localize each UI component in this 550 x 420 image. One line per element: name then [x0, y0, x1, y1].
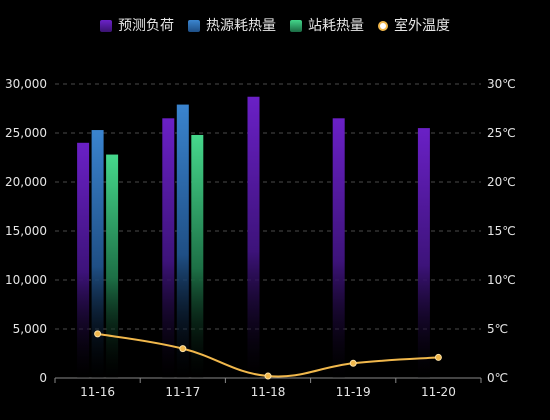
bar-station-heat [191, 134, 204, 378]
y-left-tick-label: 25,000 [5, 126, 47, 140]
legend-item-heat-source[interactable]: 热源耗热量 [188, 16, 276, 36]
y-right-tick-label: 15℃ [487, 224, 516, 238]
bar-predicted-load [332, 118, 345, 379]
temperature-point [434, 353, 442, 361]
y-left-tick-label: 20,000 [5, 175, 47, 189]
y-right-tick-label: 5℃ [487, 322, 508, 336]
legend-marker-outdoor-temp [378, 21, 388, 31]
grid [55, 83, 481, 330]
legend: 预测负荷 热源耗热量 站耗热量 室外温度 [0, 16, 550, 36]
y-right-tick-label: 25℃ [487, 126, 516, 140]
bar-heat-source [176, 104, 189, 378]
legend-label: 预测负荷 [118, 18, 174, 34]
y-right-tick-label: 20℃ [487, 175, 516, 189]
y-left-tick-label: 10,000 [5, 273, 47, 287]
x-tick-label: 11-19 [336, 385, 371, 399]
temperature-line-path [97, 332, 439, 378]
y-right-tick-label: 0℃ [487, 371, 508, 385]
bar-heat-source [91, 130, 104, 378]
legend-item-predicted-load[interactable]: 预测负荷 [100, 16, 174, 36]
y-right-tick-label: 10℃ [487, 273, 516, 287]
temperature-point [94, 330, 102, 338]
legend-item-station-heat[interactable]: 站耗热量 [290, 16, 364, 36]
temperature-point [179, 345, 187, 353]
temperature-line [94, 330, 442, 380]
bar-predicted-load [247, 96, 260, 379]
y-left-tick-label: 0 [39, 371, 47, 385]
y-left-tick-label: 15,000 [5, 224, 47, 238]
bar-predicted-load [162, 118, 175, 379]
temperature-point [349, 359, 357, 367]
legend-label: 室外温度 [394, 18, 450, 34]
bar-station-heat [106, 154, 119, 378]
bars [77, 96, 430, 379]
x-tick-label: 11-17 [165, 385, 200, 399]
x-tick-label: 11-18 [251, 385, 286, 399]
legend-swatch-predicted-load [100, 20, 112, 32]
y-left-tick-label: 5,000 [13, 322, 47, 336]
bar-predicted-load [417, 128, 430, 378]
x-tick-label: 11-20 [421, 385, 456, 399]
x-tick-label: 11-16 [80, 385, 115, 399]
y-right-tick-label: 30℃ [487, 77, 516, 91]
bar-predicted-load [77, 142, 90, 378]
legend-label: 热源耗热量 [206, 18, 276, 34]
legend-swatch-station-heat [290, 20, 302, 32]
y-left-tick-label: 30,000 [5, 77, 47, 91]
legend-swatch-heat-source [188, 20, 200, 32]
temperature-point [264, 372, 272, 380]
legend-item-outdoor-temp[interactable]: 室外温度 [378, 16, 450, 36]
legend-label: 站耗热量 [308, 18, 364, 34]
